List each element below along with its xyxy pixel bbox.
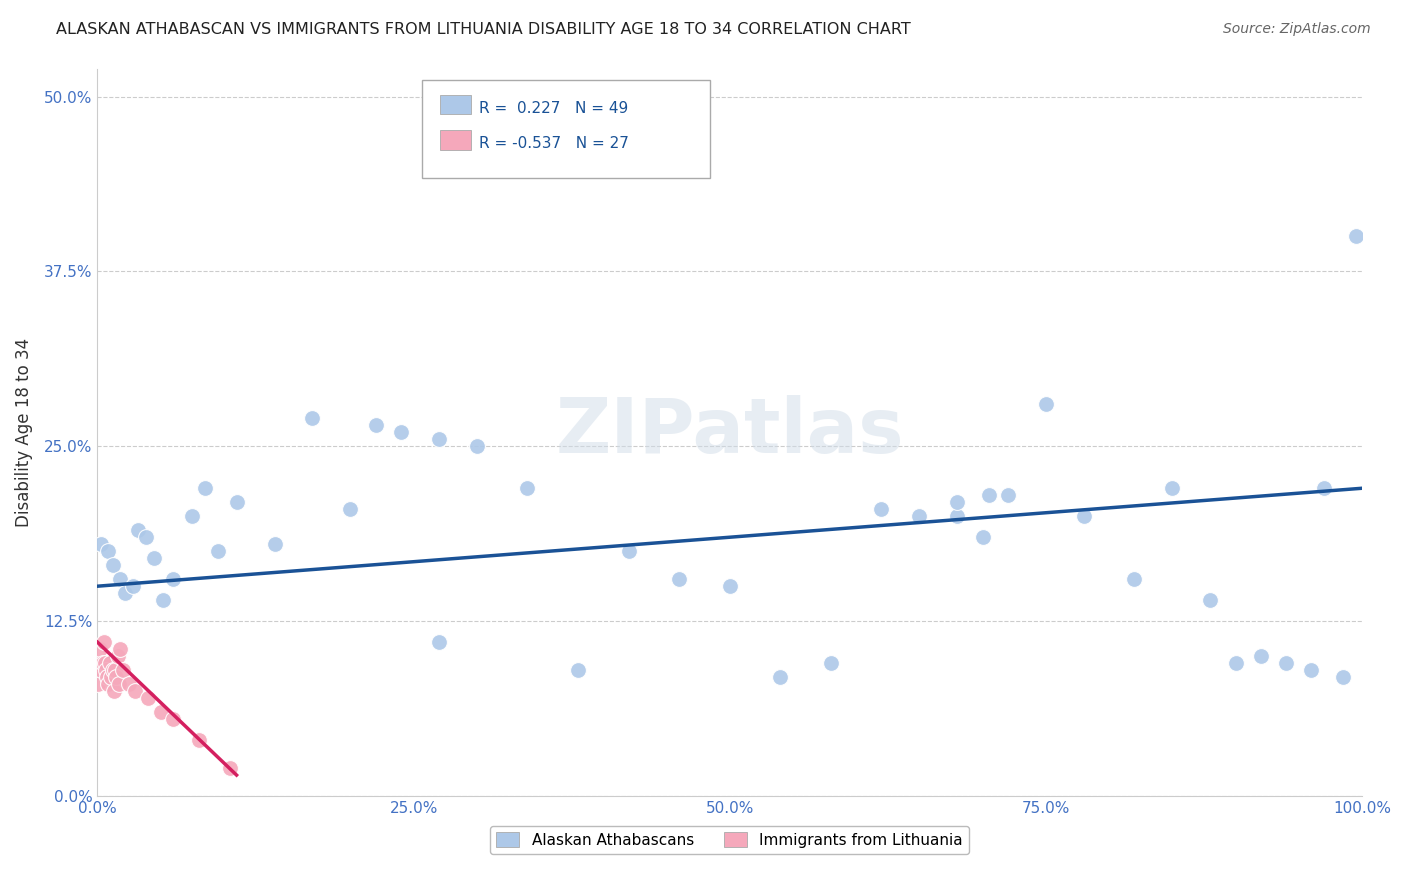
Point [93, 635, 115, 649]
Point [100, 670, 122, 684]
Point [820, 656, 842, 670]
Point [516, 481, 538, 495]
Point [91, 656, 114, 670]
Point [1161, 481, 1184, 495]
Point [162, 572, 184, 586]
Point [718, 579, 741, 593]
Point [149, 705, 172, 719]
Point [111, 663, 134, 677]
Point [339, 502, 361, 516]
Point [1275, 656, 1298, 670]
Point [103, 684, 125, 698]
Point [1344, 229, 1367, 244]
Point [114, 586, 136, 600]
Point [225, 495, 247, 509]
Point [977, 488, 1000, 502]
Text: ZIPatlas: ZIPatlas [555, 395, 904, 469]
Text: R = -0.537   N = 27: R = -0.537 N = 27 [479, 136, 630, 151]
Point [96, 670, 118, 684]
Point [110, 642, 132, 657]
Point [946, 495, 969, 509]
Y-axis label: Disability Age 18 to 34: Disability Age 18 to 34 [15, 338, 32, 527]
Point [98, 656, 121, 670]
Point [1073, 509, 1095, 524]
Point [97, 544, 120, 558]
Point [104, 663, 127, 677]
Point [187, 733, 209, 747]
Point [1035, 397, 1057, 411]
Point [90, 663, 112, 677]
Point [110, 572, 132, 586]
Point [1199, 593, 1222, 607]
Point [127, 523, 149, 537]
Point [1301, 663, 1323, 677]
Point [997, 488, 1019, 502]
Legend: Alaskan Athabascans, Immigrants from Lithuania: Alaskan Athabascans, Immigrants from Lit… [491, 826, 969, 854]
Point [181, 509, 204, 524]
Point [122, 579, 145, 593]
Point [136, 691, 159, 706]
Point [87, 656, 110, 670]
Point [389, 425, 412, 440]
Point [118, 677, 141, 691]
Point [152, 593, 174, 607]
Point [90, 537, 112, 551]
Point [1313, 481, 1336, 495]
Point [87, 677, 110, 691]
Text: R =  0.227   N = 49: R = 0.227 N = 49 [479, 101, 628, 116]
Point [97, 677, 120, 691]
Point [101, 558, 124, 573]
Point [972, 530, 994, 544]
Point [107, 649, 129, 664]
Point [427, 635, 450, 649]
Point [143, 551, 166, 566]
Point [946, 509, 969, 524]
Point [870, 502, 893, 516]
Point [207, 544, 229, 558]
Point [263, 537, 285, 551]
Point [1225, 656, 1247, 670]
Point [908, 509, 931, 524]
Point [89, 642, 111, 657]
Point [301, 411, 323, 425]
Point [194, 481, 217, 495]
Point [427, 432, 450, 446]
Point [108, 677, 131, 691]
Point [101, 663, 124, 677]
Point [617, 544, 640, 558]
Point [105, 670, 128, 684]
Point [769, 670, 792, 684]
Point [135, 530, 157, 544]
Point [668, 572, 690, 586]
Point [1250, 649, 1272, 664]
Point [219, 761, 242, 775]
Text: ALASKAN ATHABASCAN VS IMMIGRANTS FROM LITHUANIA DISABILITY AGE 18 TO 34 CORRELAT: ALASKAN ATHABASCAN VS IMMIGRANTS FROM LI… [56, 22, 911, 37]
Point [124, 684, 146, 698]
Point [94, 656, 117, 670]
Point [96, 663, 118, 677]
Point [364, 418, 387, 433]
Point [1123, 572, 1146, 586]
Point [1331, 670, 1354, 684]
Text: Source: ZipAtlas.com: Source: ZipAtlas.com [1223, 22, 1371, 37]
Point [465, 439, 488, 453]
Point [567, 663, 589, 677]
Point [162, 712, 184, 726]
